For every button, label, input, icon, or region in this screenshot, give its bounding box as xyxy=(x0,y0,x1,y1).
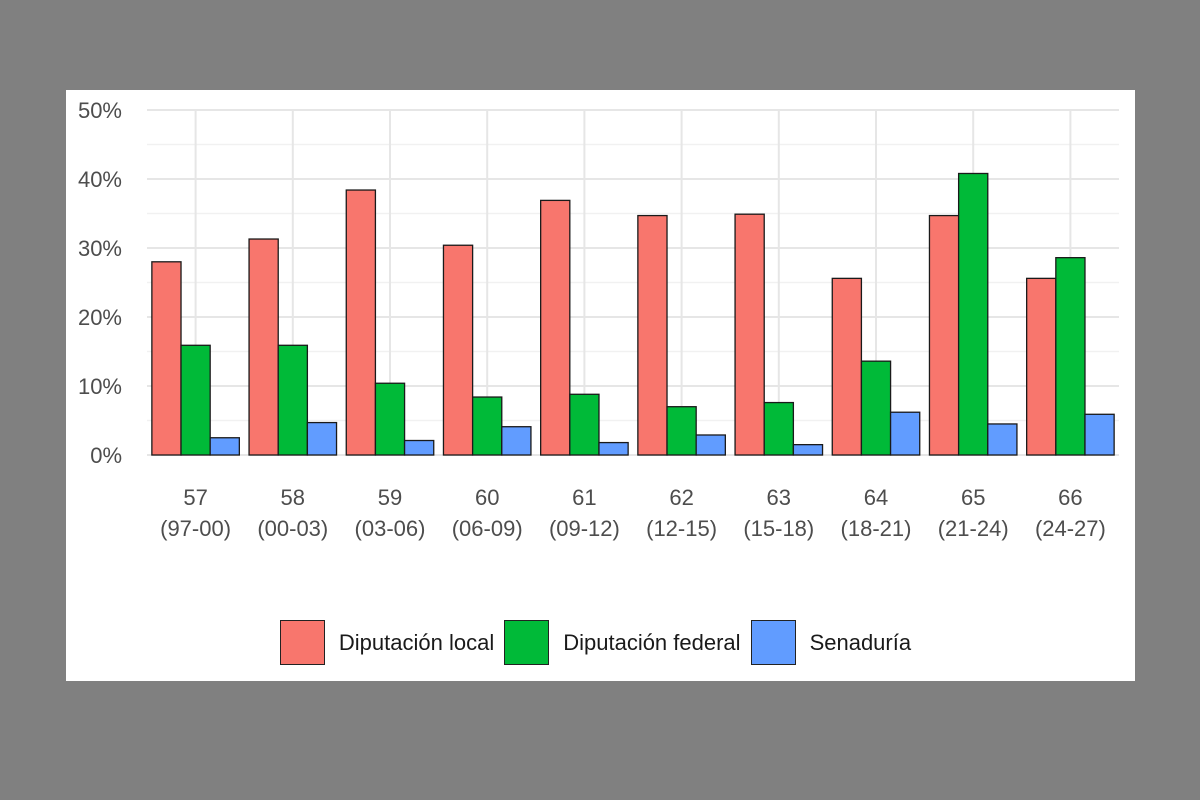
bar-diputaci-n-local-59 xyxy=(345,189,377,456)
bar-senadur-a-57 xyxy=(209,437,240,456)
bar-diputaci-n-local-66 xyxy=(1026,277,1057,456)
legend-label-senaduria: Senaduría xyxy=(809,629,912,655)
x-tick-label-number: 59 xyxy=(378,485,402,510)
legend-item-local: Diputación local xyxy=(279,620,504,665)
x-tick-label-number: 62 xyxy=(669,485,693,510)
bar-diputaci-n-local-65 xyxy=(928,214,960,456)
bar-senadur-a-64 xyxy=(889,411,921,456)
x-tick-label-number: 61 xyxy=(572,485,596,510)
legend-label-local: Diputación local xyxy=(338,629,495,655)
x-tick-label-years: (09-12) xyxy=(549,516,620,541)
bar-diputaci-n-local-62 xyxy=(637,214,668,456)
bar-diputaci-n-federal-58 xyxy=(277,344,309,456)
bar-senadur-a-61 xyxy=(598,441,629,456)
legend-item-senaduria: Senaduría xyxy=(750,620,922,665)
x-axis-ticks: 57 (97-00) 58 (00-03) 59 (03-06) 60 (06-09) 61 (0… xyxy=(160,485,1106,541)
bar-diputaci-n-local-63 xyxy=(734,213,765,456)
chart-panel: 0% 10% 20% 30% 40% 50% 57 (97-00) 58 (00-03) 59 (0… xyxy=(66,90,1135,681)
y-tick-label: 10% xyxy=(78,374,122,399)
y-tick-label: 30% xyxy=(78,236,122,261)
bar-diputaci-n-federal-62 xyxy=(666,406,697,456)
bar-diputaci-n-federal-64 xyxy=(860,360,892,456)
legend: Diputación local Diputación federal Sena… xyxy=(66,620,1135,665)
x-tick-label-years: (24-27) xyxy=(1035,516,1106,541)
x-tick-label-number: 65 xyxy=(961,485,985,510)
bar-diputaci-n-federal-63 xyxy=(763,401,795,456)
x-tick-label-years: (12-15) xyxy=(646,516,717,541)
bar-diputaci-n-federal-65 xyxy=(957,172,989,456)
x-tick-label-number: 64 xyxy=(864,485,888,510)
bar-diputaci-n-local-57 xyxy=(151,261,182,456)
bar-senadur-a-59 xyxy=(403,439,435,456)
bar-senadur-a-58 xyxy=(306,421,338,456)
bar-diputaci-n-federal-66 xyxy=(1055,257,1086,456)
bar-diputaci-n-local-64 xyxy=(831,277,863,456)
legend-key-local xyxy=(279,620,325,665)
x-tick-label-number: 63 xyxy=(767,485,791,510)
x-tick-label-years: (18-21) xyxy=(841,516,912,541)
x-tick-label-years: (97-00) xyxy=(160,516,231,541)
y-tick-label: 20% xyxy=(78,305,122,330)
bar-diputaci-n-federal-60 xyxy=(471,396,503,456)
bar-diputaci-n-federal-61 xyxy=(569,393,600,456)
bar-senadur-a-65 xyxy=(987,423,1018,456)
x-tick-label-number: 60 xyxy=(475,485,499,510)
x-tick-label-number: 57 xyxy=(183,485,207,510)
x-tick-label-years: (06-09) xyxy=(452,516,523,541)
bar-diputaci-n-federal-59 xyxy=(374,382,406,456)
legend-item-federal: Diputación federal xyxy=(504,620,750,665)
x-tick-label-years: (00-03) xyxy=(257,516,328,541)
legend-key-federal xyxy=(504,620,550,665)
bars xyxy=(151,172,1115,456)
bar-chart: 0% 10% 20% 30% 40% 50% 57 (97-00) 58 (00-03) 59 (0… xyxy=(78,98,1119,541)
x-tick-label-years: (21-24) xyxy=(938,516,1009,541)
y-tick-label: 50% xyxy=(78,98,122,123)
y-axis-ticks: 0% 10% 20% 30% 40% 50% xyxy=(78,98,122,468)
x-tick-label-years: (15-18) xyxy=(743,516,814,541)
bar-senadur-a-62 xyxy=(695,434,726,456)
y-tick-label: 40% xyxy=(78,167,122,192)
bar-diputaci-n-federal-57 xyxy=(180,344,211,456)
legend-key-senaduria xyxy=(750,620,796,665)
bar-senadur-a-66 xyxy=(1084,413,1115,456)
bar-diputaci-n-local-58 xyxy=(248,238,279,456)
bar-diputaci-n-local-60 xyxy=(442,244,474,456)
y-tick-label: 0% xyxy=(90,443,122,468)
bar-senadur-a-63 xyxy=(792,443,824,456)
x-tick-label-number: 66 xyxy=(1058,485,1082,510)
x-tick-label-number: 58 xyxy=(281,485,305,510)
legend-label-federal: Diputación federal xyxy=(563,629,741,655)
x-tick-label-years: (03-06) xyxy=(355,516,426,541)
bar-senadur-a-60 xyxy=(501,426,532,456)
bar-diputaci-n-local-61 xyxy=(540,199,571,456)
